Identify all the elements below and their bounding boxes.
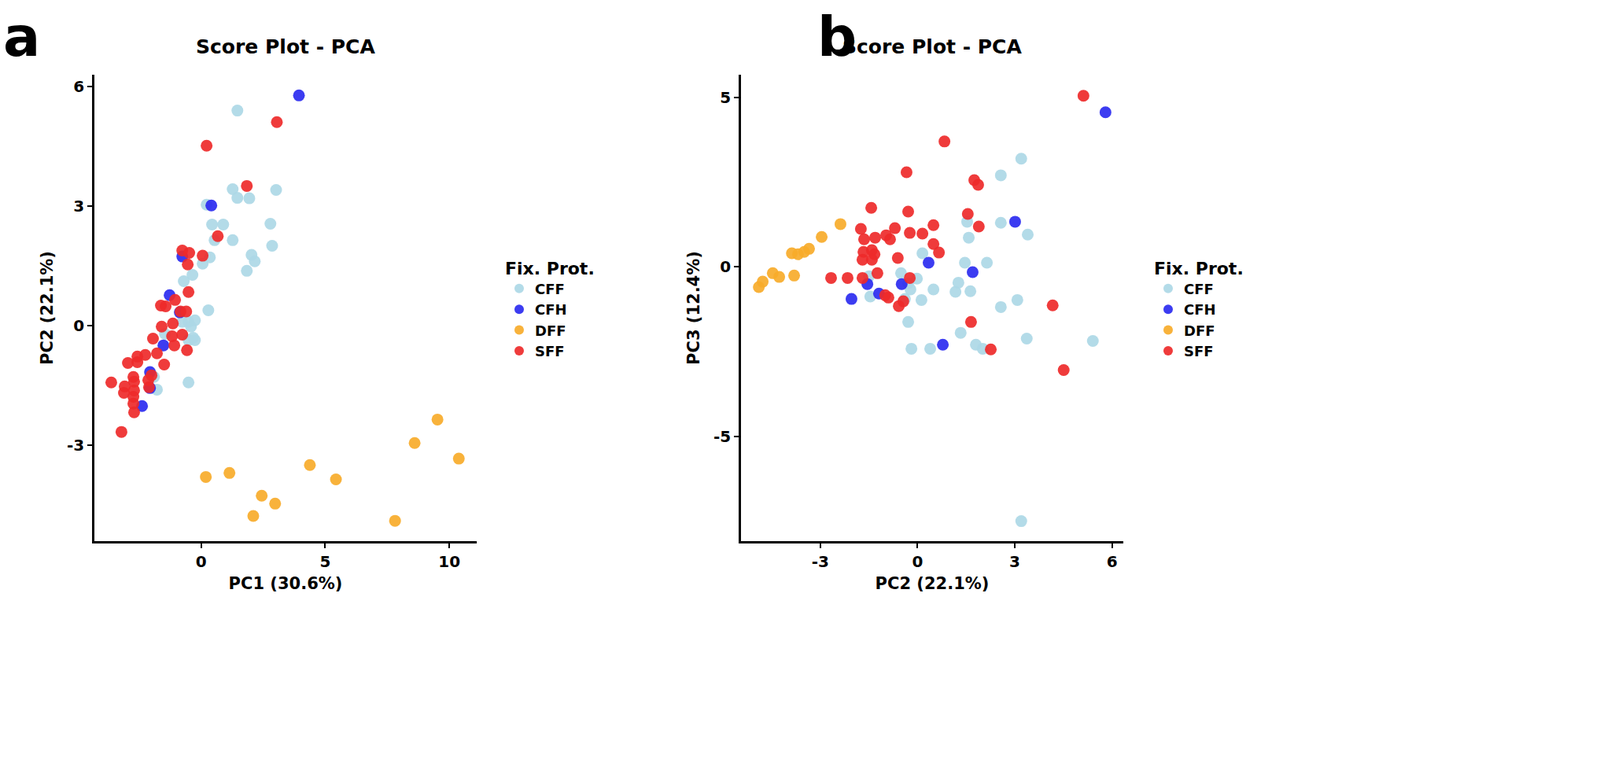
svg-text:-5: -5 bbox=[713, 427, 731, 447]
svg-text:PC2 (22.1%): PC2 (22.1%) bbox=[37, 250, 57, 365]
svg-text:CFH: CFH bbox=[534, 301, 568, 318]
svg-text:SFF: SFF bbox=[1183, 342, 1214, 360]
svg-text:Fix. Prot.: Fix. Prot. bbox=[1153, 258, 1244, 279]
svg-text:0: 0 bbox=[195, 552, 207, 572]
svg-text:3: 3 bbox=[1009, 552, 1021, 572]
svg-text:6: 6 bbox=[1106, 552, 1118, 572]
svg-text:5: 5 bbox=[320, 552, 332, 572]
svg-text:CFF: CFF bbox=[534, 280, 565, 298]
svg-text:SFF: SFF bbox=[534, 342, 565, 360]
svg-text:PC3 (12.4%): PC3 (12.4%) bbox=[684, 250, 704, 365]
svg-text:PC1 (30.6%): PC1 (30.6%) bbox=[228, 574, 343, 594]
svg-text:b: b bbox=[817, 4, 857, 70]
svg-text:PC2 (22.1%): PC2 (22.1%) bbox=[875, 574, 990, 594]
svg-text:0: 0 bbox=[73, 316, 85, 336]
svg-text:a: a bbox=[3, 4, 41, 70]
svg-text:Score Plot - PCA: Score Plot - PCA bbox=[195, 35, 376, 59]
svg-text:CFH: CFH bbox=[1183, 301, 1217, 318]
svg-text:3: 3 bbox=[73, 196, 85, 216]
svg-text:CFF: CFF bbox=[1183, 280, 1214, 298]
svg-text:DFF: DFF bbox=[534, 322, 567, 340]
svg-text:10: 10 bbox=[438, 552, 461, 572]
svg-text:DFF: DFF bbox=[1183, 322, 1216, 340]
svg-text:0: 0 bbox=[719, 257, 731, 277]
svg-text:Fix. Prot.: Fix. Prot. bbox=[505, 258, 595, 279]
svg-text:0: 0 bbox=[912, 552, 924, 572]
svg-text:5: 5 bbox=[719, 88, 731, 107]
svg-text:-3: -3 bbox=[66, 435, 85, 455]
svg-text:6: 6 bbox=[73, 77, 85, 96]
svg-text:Score Plot - PCA: Score Plot - PCA bbox=[842, 35, 1022, 59]
svg-text:-3: -3 bbox=[811, 552, 830, 572]
